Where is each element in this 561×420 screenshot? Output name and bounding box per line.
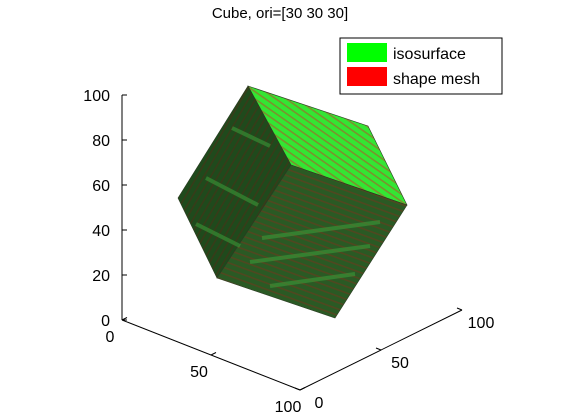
legend-swatch-shape-mesh (347, 67, 387, 86)
cube-face-right (216, 164, 408, 319)
x-tick-mark-2 (299, 387, 306, 391)
y-tick-label-1: 50 (391, 355, 409, 372)
y-tick-label-2: 100 (468, 315, 495, 332)
z-tick-label-2: 40 (92, 223, 110, 240)
x-tick-label-0: 0 (106, 329, 115, 346)
x-tick-label-1: 50 (190, 364, 208, 381)
legend-label-isosurface: isosurface (393, 46, 466, 63)
cube-streaks (195, 126, 381, 288)
x-axis-ticks: 0 50 100 (106, 317, 306, 416)
legend-swatch-isosurface (347, 43, 387, 62)
legend-label-shape-mesh: shape mesh (393, 71, 480, 88)
x-tick-label-2: 100 (275, 399, 302, 416)
z-tick-label-5: 100 (83, 88, 110, 105)
y-axis-ticks: 0 50 100 (294, 307, 495, 412)
chart-title: Cube, ori=[30 30 30] (212, 5, 348, 22)
z-tick-label-1: 20 (92, 268, 110, 285)
z-tick-label-4: 80 (92, 133, 110, 150)
y-tick-label-0: 0 (315, 395, 324, 412)
z-axis-ticks: 0 20 40 60 80 100 (83, 88, 127, 330)
y-tick-mark-0 (294, 387, 301, 391)
y-tick-mark-2 (456, 307, 463, 311)
z-tick-label-0: 0 (101, 313, 110, 330)
x-tick-mark-1 (210, 352, 217, 356)
z-tick-label-3: 60 (92, 178, 110, 195)
x-tick-mark-0 (121, 317, 128, 321)
legend: isosurface shape mesh (339, 37, 503, 95)
y-tick-mark-1 (375, 347, 382, 351)
